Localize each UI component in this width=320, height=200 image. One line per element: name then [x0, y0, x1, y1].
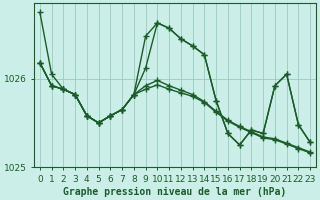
- X-axis label: Graphe pression niveau de la mer (hPa): Graphe pression niveau de la mer (hPa): [63, 186, 287, 197]
